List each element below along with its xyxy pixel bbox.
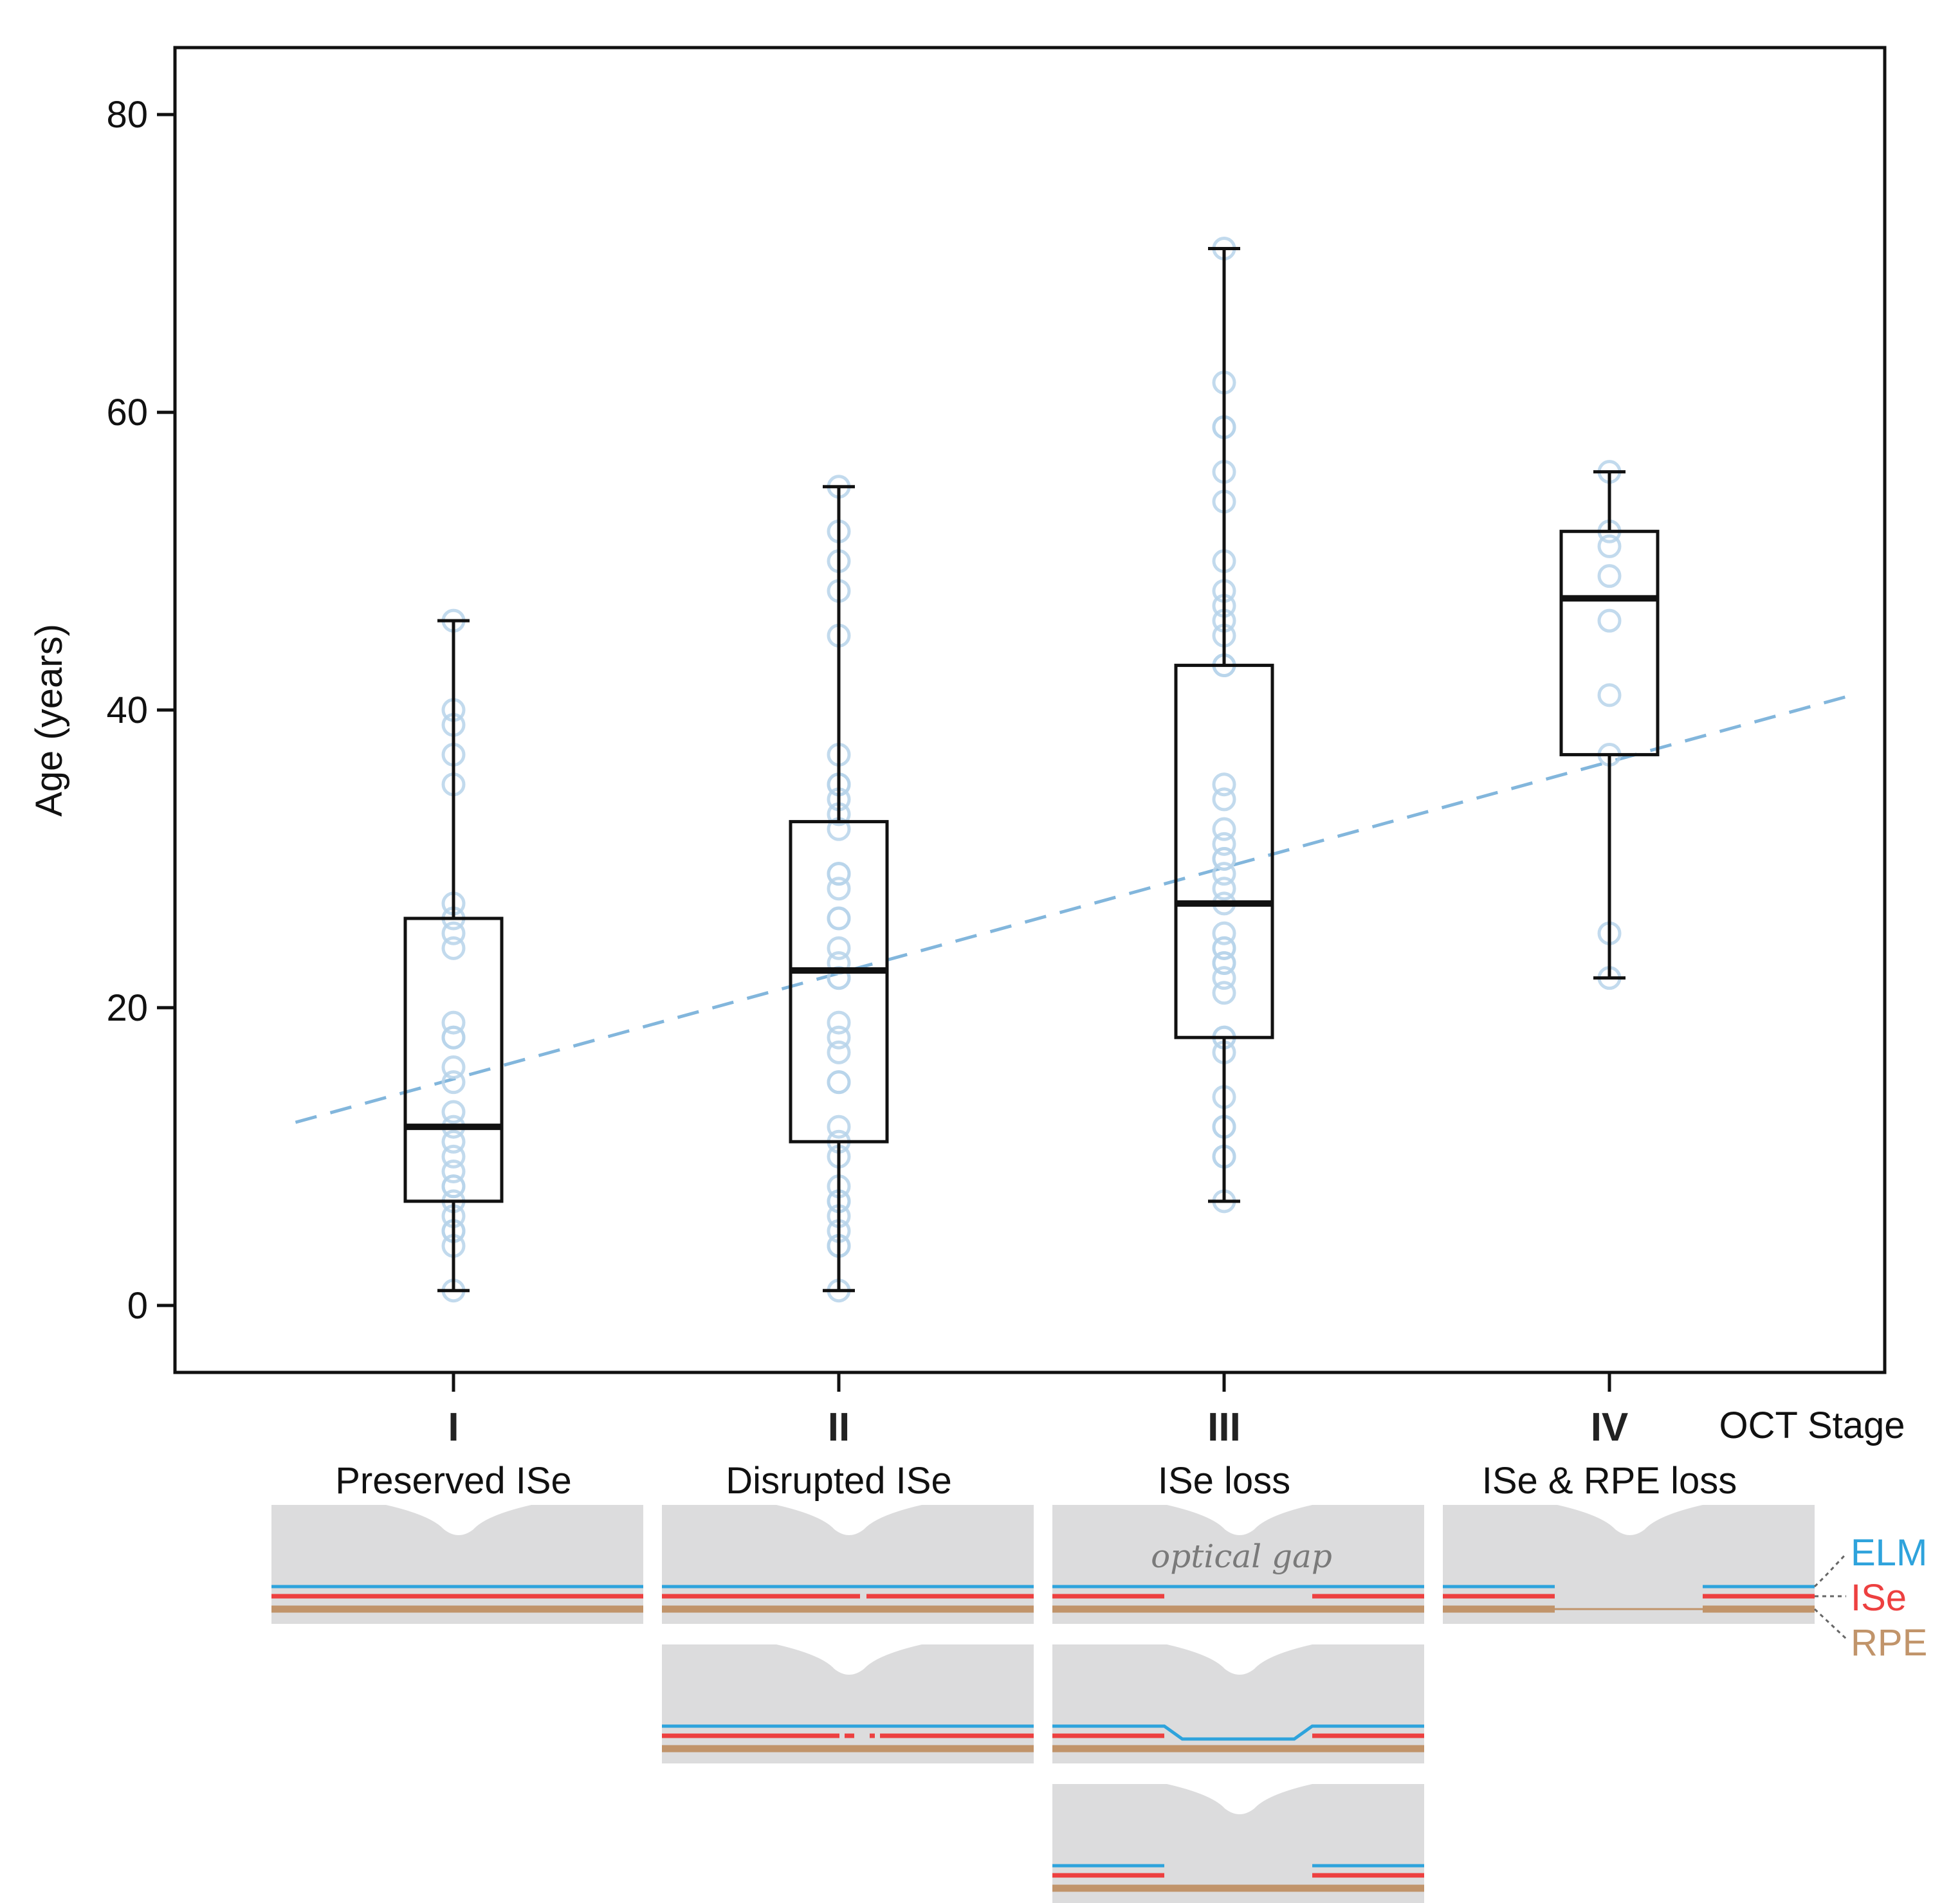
stage-label-iii: III (1207, 1405, 1241, 1450)
stage-label-iv: IV (1591, 1405, 1629, 1450)
stage-name-iii: ISe loss (1158, 1460, 1290, 1502)
data-point (1212, 981, 1236, 1005)
stage-name-i: Preserved ISe (335, 1460, 572, 1502)
data-point (441, 936, 466, 960)
y-axis: 0 20 40 60 80 (106, 94, 175, 1327)
data-point (1212, 951, 1236, 975)
data-point (441, 1144, 466, 1169)
data-point (1212, 966, 1236, 990)
trendline-layer (295, 693, 1853, 1124)
data-point (827, 877, 851, 901)
data-point (441, 1174, 466, 1199)
y-tick-label: 60 (106, 392, 148, 433)
stage-label-i: I (448, 1405, 459, 1450)
data-point (1212, 921, 1236, 945)
y-tick-label: 80 (106, 94, 148, 136)
box-stage-ii (789, 485, 889, 1293)
legend-leader-elm (1813, 1552, 1847, 1588)
oct-panel-i (271, 1505, 643, 1624)
data-point (441, 1160, 466, 1184)
plot-frame (173, 46, 1887, 1374)
data-point (1212, 862, 1236, 886)
elm-line (1052, 1724, 1424, 1741)
stage-name-ii: Disrupted ISe (726, 1460, 951, 1502)
legend-label-rpe: RPE (1851, 1622, 1927, 1664)
data-point (1212, 832, 1236, 856)
data-point (1597, 683, 1622, 707)
trendline (295, 693, 1853, 1124)
oct-panel-ii-b (662, 1644, 1034, 1763)
legend-label-ise: ISe (1851, 1577, 1907, 1619)
data-point (1212, 787, 1236, 812)
oct-panel-ii-a (662, 1505, 1034, 1624)
data-point (1212, 817, 1236, 841)
oct-panel-iii-b (1052, 1644, 1424, 1763)
points-layer (441, 236, 1622, 1303)
stage-name-iv: ISe & RPE loss (1482, 1460, 1737, 1502)
data-point (441, 1055, 466, 1080)
data-point (1212, 877, 1236, 901)
data-point (827, 936, 851, 960)
box-stage-iv (1559, 470, 1660, 980)
data-point (441, 1025, 466, 1050)
data-point (1212, 936, 1236, 960)
data-point (827, 1070, 851, 1095)
box-stage-iii (1174, 246, 1274, 1203)
y-axis-title: Age (years) (28, 624, 70, 817)
data-point (441, 1010, 466, 1035)
box-iqr (1559, 529, 1660, 756)
data-point (441, 1129, 466, 1154)
y-tick-label: 0 (127, 1285, 148, 1327)
data-point (1597, 534, 1622, 558)
legend-leader-rpe (1813, 1608, 1847, 1640)
box-stage-i (403, 619, 504, 1293)
oct-panel-iv (1443, 1505, 1815, 1624)
data-point (827, 862, 851, 886)
optical-gap-label: optical gap (1151, 1538, 1332, 1575)
oct-panel-iii-a: optical gap (1052, 1505, 1424, 1624)
legend-label-elm: ELM (1851, 1532, 1927, 1574)
layer-legend: ELM ISe RPE (1813, 1532, 1927, 1664)
data-point (827, 1115, 851, 1139)
data-point (827, 1025, 851, 1050)
data-point (441, 1070, 466, 1095)
y-tick-label: 40 (106, 689, 148, 731)
data-point (441, 921, 466, 945)
x-axis (452, 1372, 1611, 1392)
data-point (1212, 772, 1236, 797)
data-point (1212, 846, 1236, 871)
data-point (827, 1040, 851, 1064)
data-point (827, 906, 851, 931)
data-point (441, 1100, 466, 1124)
boxes-layer (403, 246, 1660, 1293)
box-iqr (789, 820, 889, 1143)
x-axis-title: OCT Stage (1719, 1405, 1905, 1446)
data-point (827, 1010, 851, 1035)
data-point (1597, 564, 1622, 588)
y-tick-label: 20 (106, 987, 148, 1029)
box-iqr (1174, 664, 1274, 1039)
box-iqr (403, 916, 504, 1203)
data-point (1597, 608, 1622, 633)
oct-panel-iii-c (1052, 1784, 1424, 1903)
stage-label-ii: II (828, 1405, 850, 1450)
